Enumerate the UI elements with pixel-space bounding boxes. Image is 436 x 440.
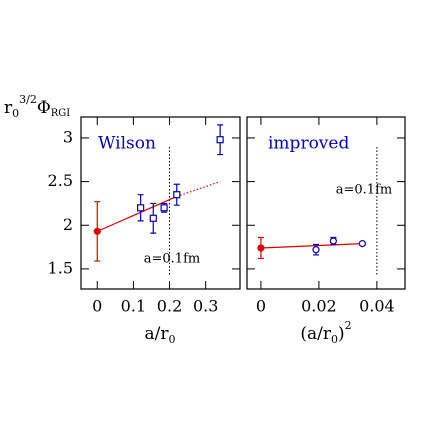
y-axis-label: r03/2ΦRGI <box>4 93 70 120</box>
x-tick-label: 0.02 <box>301 297 337 316</box>
data-point <box>149 214 157 222</box>
y-tick-label: 2 <box>63 215 73 234</box>
fit-line <box>260 242 363 249</box>
x-tick-label: 0 <box>256 297 266 316</box>
extrapolation-line <box>176 181 221 198</box>
y-tick-label: 2.5 <box>48 171 73 190</box>
plot-frame <box>246 116 406 290</box>
annotation: a=0.1fm <box>336 183 392 198</box>
data-point <box>257 244 265 252</box>
x-axis-label: (a/r0)2 <box>300 319 351 346</box>
data-point <box>312 246 320 254</box>
fit-line <box>97 195 178 232</box>
data-point <box>93 227 101 235</box>
data-point <box>173 191 181 199</box>
x-tick-label: 0.2 <box>157 297 182 316</box>
y-tick-label: 1.5 <box>48 258 73 277</box>
data-point <box>137 204 145 212</box>
x-axis-label: a/r0 <box>145 324 176 347</box>
data-point <box>358 239 366 248</box>
data-point <box>329 237 337 245</box>
panel-title: improved <box>268 134 349 154</box>
x-tick-label: 0.1 <box>121 297 146 316</box>
x-tick-label: 0 <box>92 297 102 316</box>
y-tick-label: 3 <box>63 127 73 146</box>
data-point <box>216 136 224 144</box>
x-tick-label: 0.3 <box>193 297 218 316</box>
plot-frame <box>80 116 241 290</box>
x-tick-label: 0.04 <box>359 297 395 316</box>
annotation: a=0.1fm <box>144 252 200 267</box>
data-point <box>160 204 168 212</box>
panel-title: Wilson <box>98 134 156 154</box>
